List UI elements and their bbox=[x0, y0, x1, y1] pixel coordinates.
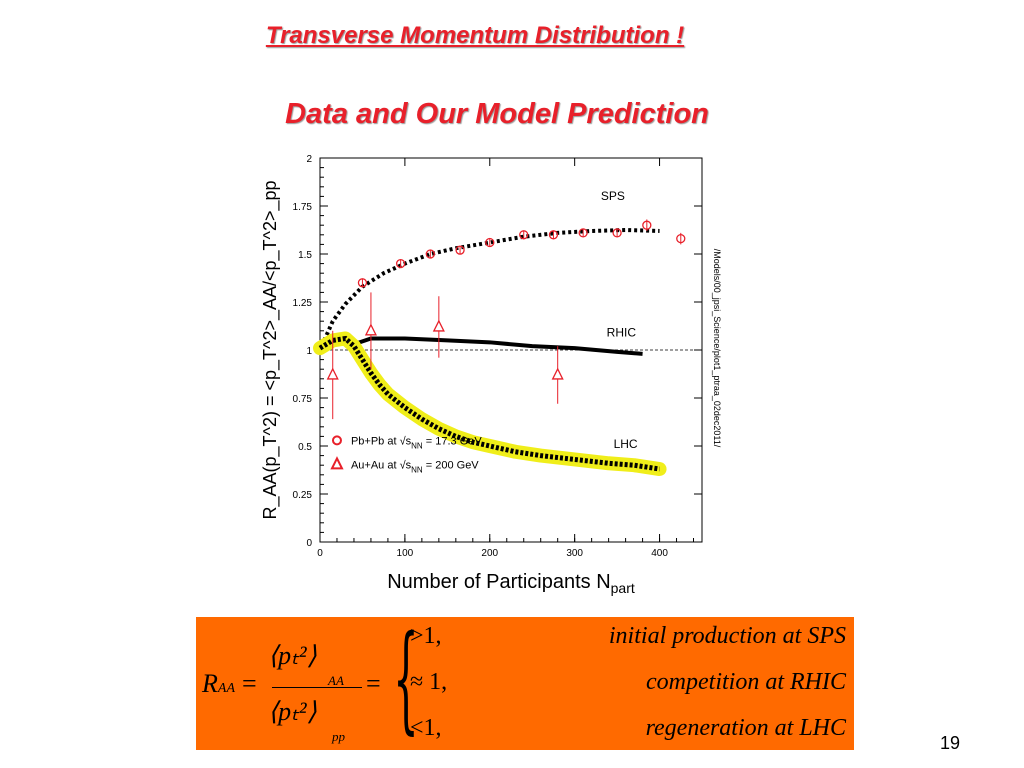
data-point-circle bbox=[548, 230, 559, 240]
data-point-circle bbox=[612, 228, 622, 238]
chart: 0 0.25 0.5 0.75 1 1.25 1.5 1.75 2 0 100 200 300 400 SP… bbox=[260, 154, 722, 596]
x-axis-label: Number of Participants Npart bbox=[387, 571, 635, 596]
y-tick-label: 1.25 bbox=[293, 298, 313, 309]
slide-title: Transverse Momentum Distribution ! bbox=[265, 22, 685, 49]
data-point-circle bbox=[357, 278, 368, 288]
series-line-lhc bbox=[318, 335, 660, 472]
formula-numerator: ⟨pₜ²⟩ bbox=[268, 641, 317, 670]
legend-entry: Au+Au at √sNN = 200 GeV bbox=[351, 459, 479, 474]
formula-lhs: RAA bbox=[202, 669, 235, 698]
formula-denominator-sub: pp bbox=[332, 729, 345, 744]
data-point-circle bbox=[676, 233, 686, 244]
data-point-circle bbox=[642, 220, 652, 230]
case-relation-3: <1, bbox=[410, 715, 442, 741]
data-point-triangle bbox=[432, 319, 445, 332]
curve-label: SPS bbox=[601, 189, 625, 203]
fraction-bar bbox=[272, 687, 362, 688]
y-tick-label: 0 bbox=[306, 538, 312, 549]
y-tick-label: 0.25 bbox=[293, 490, 313, 501]
data-point-triangle bbox=[364, 323, 377, 336]
case-description-3: regeneration at LHC bbox=[645, 715, 846, 741]
formula-numerator-sub: AA bbox=[328, 673, 344, 688]
y-axis-label: R_AA(p_T^2) = <p_T^2>_AA/<p_T^2>_pp bbox=[260, 180, 281, 519]
y-tick-label: 1.75 bbox=[293, 202, 313, 213]
formula-denominator: ⟨pₜ²⟩ bbox=[268, 697, 317, 726]
y-tick-label: 1.5 bbox=[298, 250, 312, 261]
data-point-triangle bbox=[326, 367, 339, 380]
data-point-circle bbox=[425, 249, 436, 259]
case-relation-2: ≈ 1, bbox=[410, 669, 448, 695]
formula-brace: { bbox=[393, 611, 419, 746]
case-relation-1: >1, bbox=[410, 623, 442, 649]
legend-entry: Pb+Pb at √sNN = 17.3 GeV bbox=[351, 435, 482, 450]
data-point-circle bbox=[519, 230, 529, 240]
curve-label: LHC bbox=[614, 437, 638, 451]
x-tick-label: 300 bbox=[566, 548, 583, 559]
formula-equals-2: = bbox=[366, 669, 381, 698]
y-tick-label: 0.75 bbox=[293, 394, 313, 405]
x-tick-label: 400 bbox=[651, 548, 668, 559]
y-tick-label: 2 bbox=[306, 154, 312, 165]
legend-marker-triangle bbox=[330, 456, 344, 470]
x-tick-label: 100 bbox=[397, 548, 414, 559]
case-description-2: competition at RHIC bbox=[646, 669, 846, 695]
slide-subtitle: Data and Our Model Prediction bbox=[285, 98, 709, 130]
side-path-text: /Models/00_jpsi_Science/plot1_ptraa_02de… bbox=[712, 249, 722, 448]
page-number: 19 bbox=[940, 733, 961, 753]
x-tick-label: 0 bbox=[317, 548, 323, 559]
curve-label: RHIC bbox=[607, 326, 637, 340]
data-point-circle bbox=[485, 237, 495, 248]
data-point-circle bbox=[578, 228, 588, 238]
formula-box: RAA = ⟨pₜ²⟩ AA ⟨pₜ²⟩ pp = { >1, initial … bbox=[196, 617, 854, 750]
x-tick-label: 200 bbox=[481, 548, 498, 559]
data-point-triangle bbox=[551, 367, 564, 380]
formula-fraction: ⟨pₜ²⟩ AA ⟨pₜ²⟩ pp bbox=[262, 627, 362, 745]
case-description-1: initial production at SPS bbox=[608, 623, 846, 649]
data-point-circle bbox=[455, 245, 465, 255]
y-tick-label: 1 bbox=[306, 346, 312, 357]
series-line-rhic bbox=[323, 336, 643, 356]
y-tick-label: 0.5 bbox=[298, 442, 312, 453]
legend-marker-circle bbox=[331, 435, 342, 446]
data-point-circle bbox=[395, 258, 406, 269]
formula-equals-1: = bbox=[242, 669, 257, 698]
